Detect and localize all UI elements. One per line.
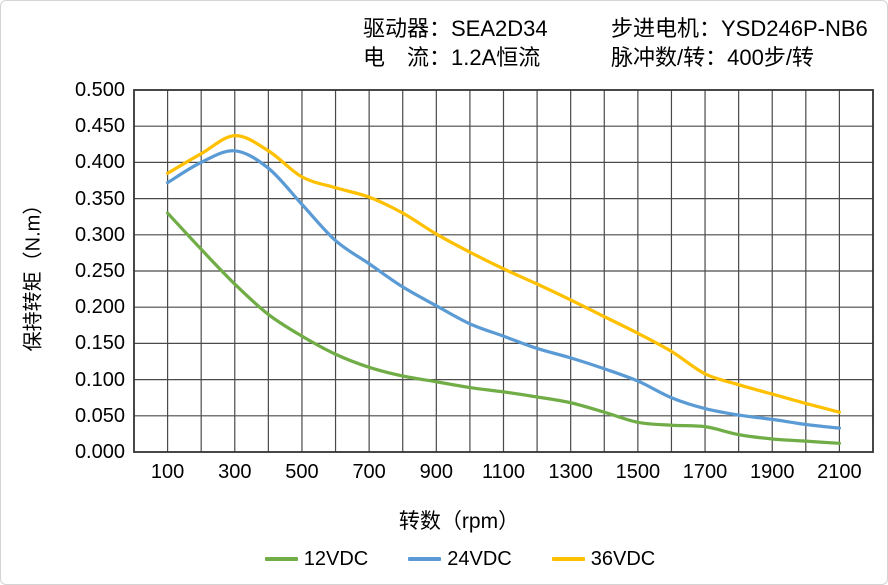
y-tick-label: 0.450 <box>74 115 125 138</box>
x-tick-label: 1700 <box>682 461 728 483</box>
x-tick-label: 1500 <box>615 461 661 483</box>
x-tick-label: 1900 <box>749 461 795 483</box>
y-tick-label: 0.200 <box>74 296 125 319</box>
x-tick-label: 900 <box>419 461 453 483</box>
motor-info-block: 步进电机：YSD246P-NB6 脉冲数/转：400步/转 <box>611 14 868 72</box>
x-tick-label: 500 <box>285 461 319 483</box>
x-tick-label: 700 <box>352 461 386 483</box>
legend-label: 12VDC <box>303 548 369 570</box>
driver-info-block: 驱动器：SEA2D34 电 流：1.2A恒流 <box>363 14 548 72</box>
y-tick-label: 0.300 <box>74 223 125 246</box>
legend-label: 24VDC <box>447 548 512 570</box>
x-axis-title: 转数（rpm） <box>398 510 520 533</box>
plot-border <box>133 89 874 453</box>
x-tick-label: 2100 <box>817 461 862 483</box>
y-tick-label: 0.350 <box>74 187 125 210</box>
grid-lines <box>134 90 873 452</box>
y-tick-label: 0.500 <box>74 79 125 101</box>
legend-item-12vdc: 12VDC <box>264 547 369 571</box>
legend-label: 36VDC <box>590 548 656 570</box>
y-axis-title: 保持转矩（N.m） <box>22 194 45 352</box>
x-tick-label: 300 <box>218 461 252 483</box>
legend-item-36vdc: 36VDC <box>551 547 656 571</box>
x-tick-label: 1300 <box>548 461 593 483</box>
y-tick-label: 0.000 <box>74 441 125 463</box>
x-tick-label: 100 <box>150 461 185 483</box>
y-tick-label: 0.250 <box>74 260 125 282</box>
series-line-24vdc <box>165 149 842 430</box>
y-tick-label: 0.100 <box>74 368 125 391</box>
pulses-per-rev-line: 脉冲数/转：400步/转 <box>611 45 814 70</box>
driver-model-line: 驱动器：SEA2D34 <box>363 16 548 41</box>
x-tick-label: 1100 <box>481 461 526 483</box>
legend: 12VDC 24VDC 36VDC <box>33 547 887 571</box>
y-tick-label: 0.050 <box>74 404 125 427</box>
legend-line-swatch <box>551 557 585 561</box>
series-line-36vdc <box>165 133 842 414</box>
y-tick-label: 0.400 <box>74 151 125 174</box>
legend-line-swatch <box>408 557 442 561</box>
series-line-12vdc <box>165 211 842 445</box>
current-line: 电 流：1.2A恒流 <box>363 45 541 70</box>
legend-line-swatch <box>264 557 298 561</box>
y-tick-label: 0.150 <box>74 332 125 355</box>
legend-item-24vdc: 24VDC <box>408 547 512 571</box>
motor-model-line: 步进电机：YSD246P-NB6 <box>611 16 868 41</box>
